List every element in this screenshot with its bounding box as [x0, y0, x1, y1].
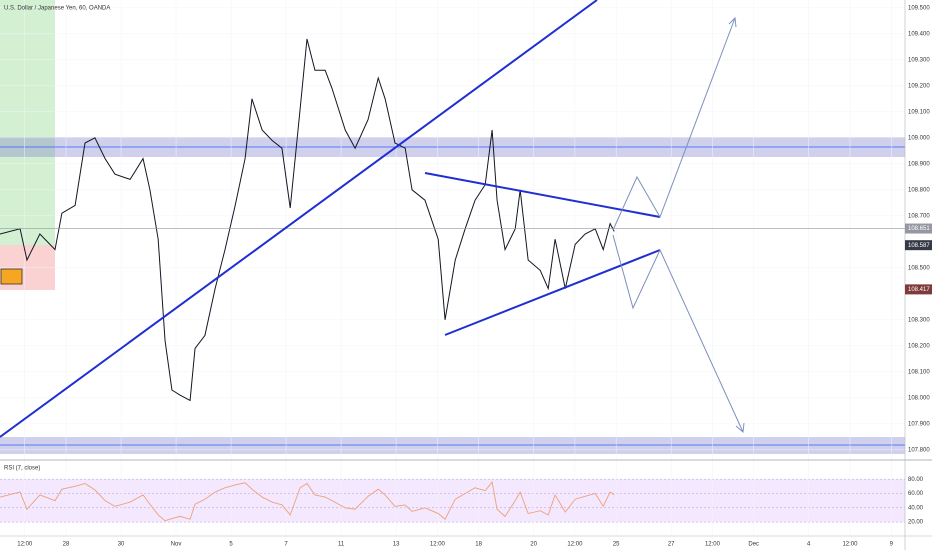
- price-label: 108.417: [908, 287, 930, 293]
- x-tick-label: 13: [393, 542, 400, 548]
- projection-down: [612, 234, 744, 433]
- indicator-title: RSI (7, close): [4, 466, 40, 472]
- price-label-box: [905, 284, 932, 295]
- x-tick-label: 30: [118, 542, 125, 548]
- price-label: 108.587: [908, 243, 930, 249]
- y-tick-label: 108.000: [908, 395, 930, 401]
- y-tick-label: 109.300: [908, 57, 930, 63]
- y-tick-label: 108.100: [908, 369, 930, 375]
- price-label: 108.651: [908, 226, 930, 232]
- x-tick-label: 12:00: [567, 542, 583, 548]
- y-tick-label: 109.000: [908, 135, 930, 141]
- rsi-band: [0, 479, 905, 523]
- y-tick-label: 109.100: [908, 109, 930, 115]
- y-tick-label: 109.200: [908, 83, 930, 89]
- x-tick-label: 12:00: [705, 542, 721, 548]
- price-line: [0, 38, 615, 402]
- y-tick-label: 80.00: [908, 477, 924, 483]
- chart-title: U.S. Dollar / Japanese Yen, 60, OANDA: [4, 6, 110, 12]
- profit-zone: [0, 0, 55, 245]
- x-tick-label: 5: [229, 542, 233, 548]
- x-tick-label: 18: [475, 542, 482, 548]
- price-label-box: [905, 240, 932, 251]
- y-tick-label: 108.300: [908, 317, 930, 323]
- y-tick-label: 108.800: [908, 187, 930, 193]
- y-tick-label: 109.500: [908, 5, 930, 11]
- triangle-lower: [444, 249, 661, 336]
- x-tick-label: 25: [613, 542, 620, 548]
- x-tick-label: 4: [807, 542, 811, 548]
- x-tick-label: Nov: [171, 542, 182, 548]
- projection-up: [612, 17, 736, 231]
- y-tick-label: 108.500: [908, 265, 930, 271]
- x-tick-label: 7: [284, 542, 288, 548]
- support-zone: [0, 437, 905, 454]
- price-label-box: [905, 223, 932, 234]
- plot: [0, 0, 905, 535]
- x-tick-label: 28: [63, 542, 70, 548]
- y-tick-label: 107.800: [908, 447, 930, 453]
- rsi-line: [0, 480, 615, 522]
- y-tick-label: 40.00: [908, 505, 924, 511]
- x-tick-label: Dec: [748, 542, 759, 548]
- price-axis: [905, 0, 932, 550]
- y-tick-label: 20.00: [908, 520, 924, 526]
- y-tick-label: 108.700: [908, 213, 930, 219]
- x-tick-label: 20: [530, 542, 537, 548]
- x-tick-label: 27: [668, 542, 675, 548]
- trend-line: [0, 0, 598, 438]
- x-tick-label: 12:00: [430, 542, 446, 548]
- y-tick-label: 109.400: [908, 31, 930, 37]
- x-tick-label: 12:00: [842, 542, 858, 548]
- y-tick-label: 107.900: [908, 421, 930, 427]
- x-tick-label: 12:00: [17, 542, 33, 548]
- x-tick-label: 9: [890, 542, 894, 548]
- y-tick-label: 108.200: [908, 343, 930, 349]
- arrowhead: [728, 16, 737, 28]
- position-label: [0, 268, 23, 285]
- axes: 107.800 107.900 108.000 108.100 108.200 108.3…: [17, 5, 932, 548]
- triangle-upper: [424, 172, 661, 218]
- y-tick-label: 108.900: [908, 161, 930, 167]
- x-tick-label: 11: [338, 542, 345, 548]
- arrowhead: [735, 422, 745, 433]
- y-tick-label: 60.00: [908, 491, 924, 497]
